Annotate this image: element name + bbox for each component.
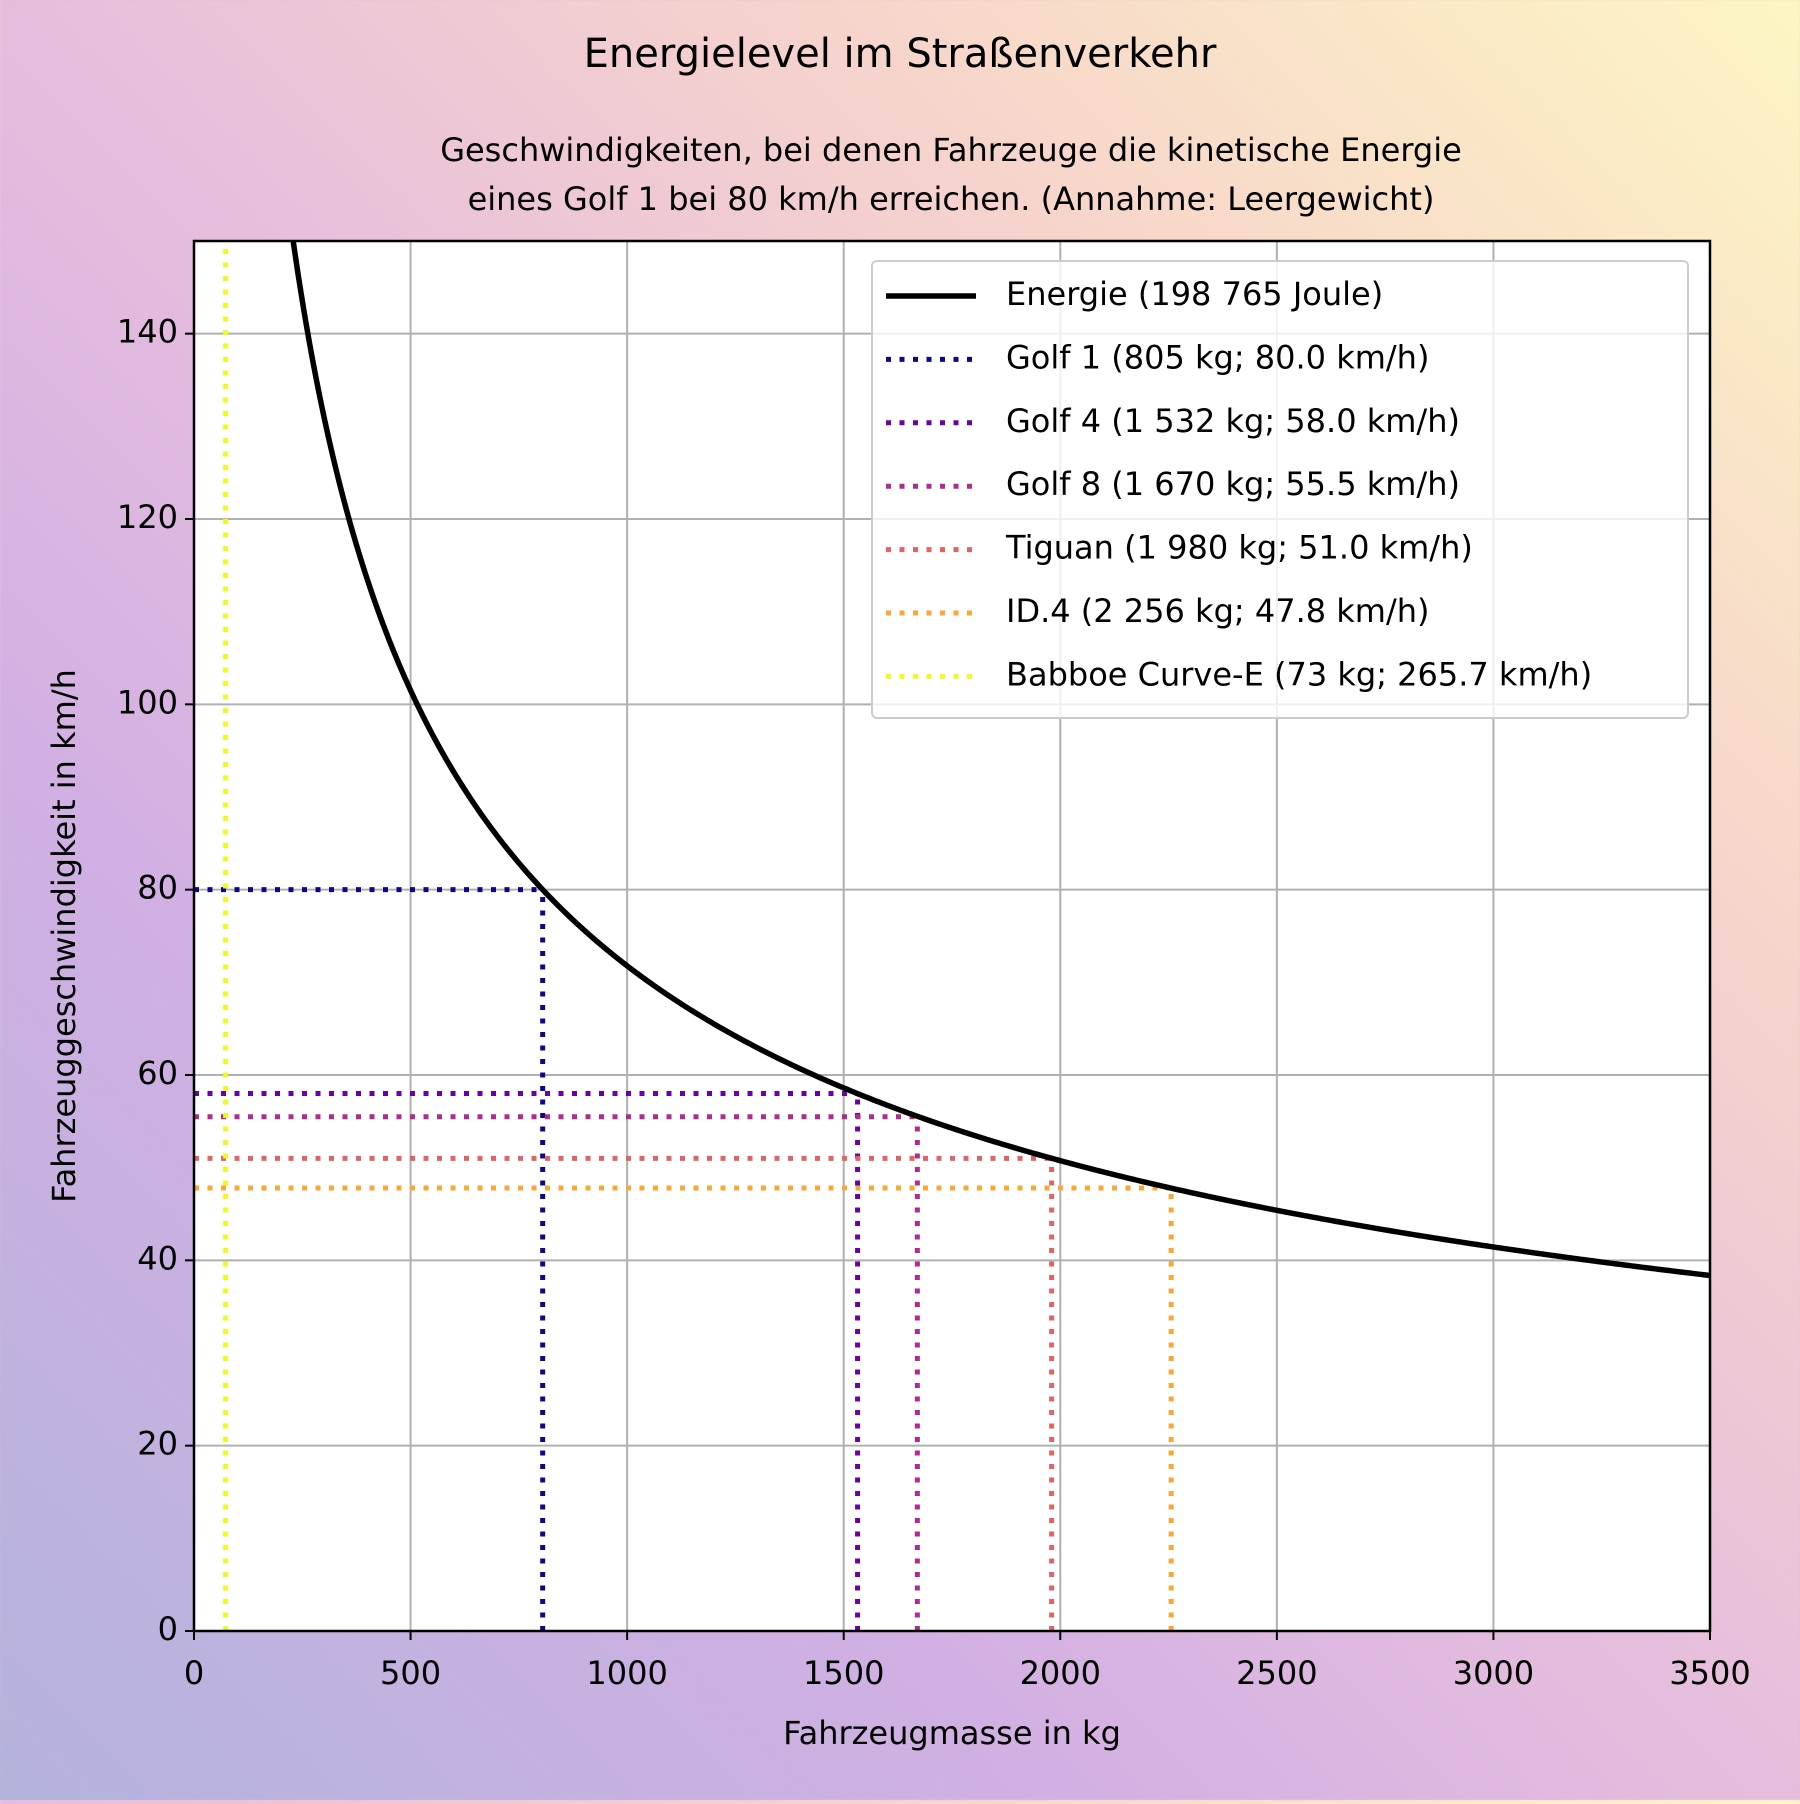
energy-curve (290, 241, 1710, 1279)
x-tick-label: 1500 (803, 1654, 884, 1692)
x-tick-label: 0 (184, 1654, 204, 1692)
chart-subtitle-line-2: eines Golf 1 bei 80 km/h erreichen. (Ann… (468, 180, 1435, 218)
y-tick-label: 40 (137, 1239, 178, 1277)
y-tick-label: 0 (158, 1610, 178, 1648)
x-tick-label: 3000 (1453, 1654, 1534, 1692)
legend-label: Golf 8 (1 670 kg; 55.5 km/h) (1006, 465, 1460, 503)
x-axis-label: Fahrzeugmasse in kg (783, 1714, 1121, 1752)
legend: Energie (198 765 Joule) Golf 1 (805 kg; 8… (871, 260, 1689, 719)
legend-label: ID.4 (2 256 kg; 47.8 km/h) (1006, 592, 1430, 630)
chart-subtitle-line-1: Geschwindigkeiten, bei denen Fahrzeuge d… (440, 131, 1462, 169)
y-tick-label: 20 (137, 1425, 178, 1463)
x-tick-label: 500 (380, 1654, 441, 1692)
x-tick-label: 2500 (1236, 1654, 1317, 1692)
legend-label: Golf 1 (805 kg; 80.0 km/h) (1006, 338, 1429, 376)
marker-lines-layer (194, 241, 1174, 1631)
plot-frame (192, 239, 1712, 1633)
y-tick-label: 120 (117, 498, 178, 536)
y-tick-label: 60 (137, 1054, 178, 1092)
x-tick-label: 1000 (586, 1654, 667, 1692)
x-tick-label: 3500 (1669, 1654, 1750, 1692)
legend-label: Golf 4 (1 532 kg; 58.0 km/h) (1006, 402, 1460, 440)
y-tick-label: 80 (137, 869, 178, 907)
legend-label: Energie (198 765 Joule) (1006, 275, 1383, 313)
y-axis-label: Fahrzeuggeschwindigkeit in km/h (45, 669, 83, 1203)
x-tick-label: 2000 (1020, 1654, 1101, 1692)
y-tick-label: 140 (117, 313, 178, 351)
y-tick-label: 100 (117, 683, 178, 721)
tick-layer: 0 500 1000 1500 2000 2500 3000 3500 0 20 40 60 80 100… (117, 313, 1751, 1692)
legend-box (871, 260, 1689, 719)
legend-label: Babboe Curve-E (73 kg; 265.7 km/h) (1006, 655, 1592, 693)
curve-layer (290, 241, 1710, 1279)
legend-label: Tiguan (1 980 kg; 51.0 km/h) (1005, 529, 1473, 567)
chart-title: Energielevel im Straßenverkehr (584, 31, 1217, 77)
